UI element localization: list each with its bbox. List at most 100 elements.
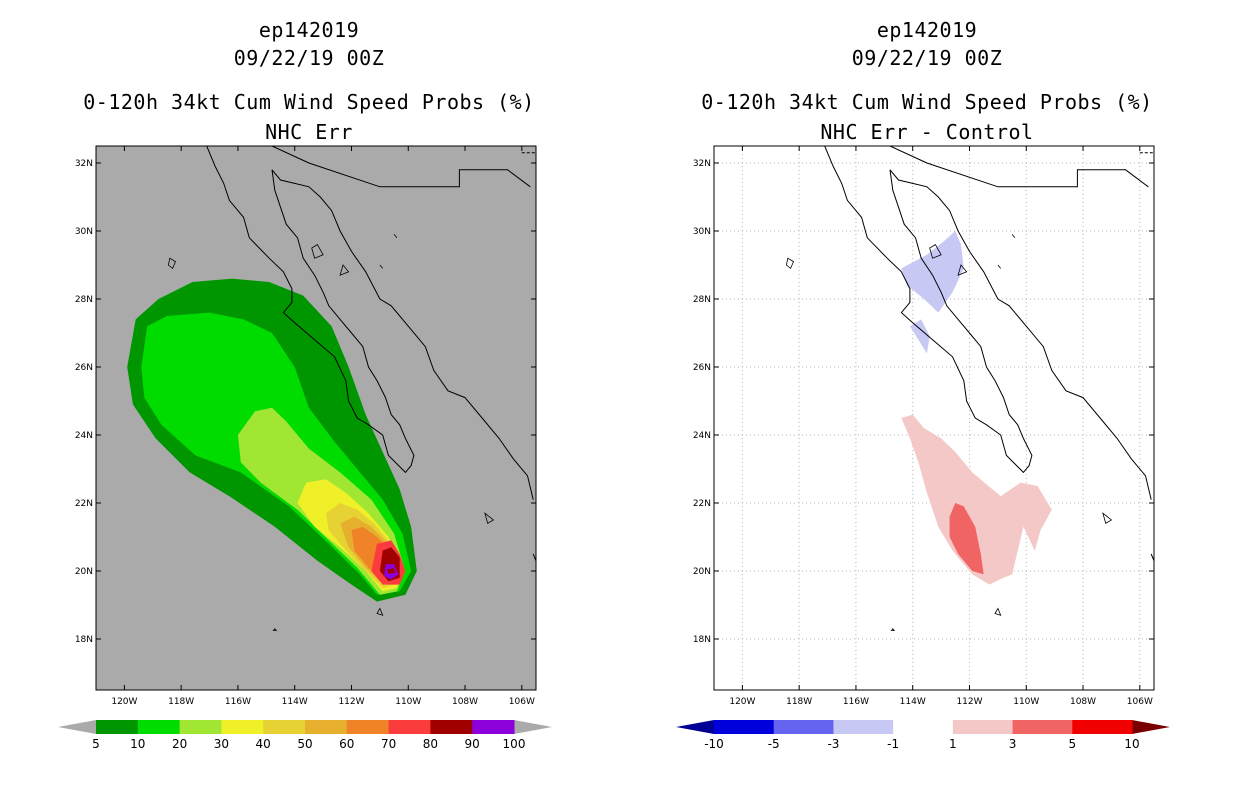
right-contour-3-3	[949, 503, 984, 575]
left-xtick-label-1: 118W	[168, 697, 194, 707]
left-coastline-2	[206, 146, 531, 188]
right-ytick-label-1: 20N	[693, 567, 711, 577]
right-coastline-0	[824, 146, 1033, 474]
left-island-4	[272, 628, 278, 631]
left-ytick-label-1: 20N	[75, 567, 93, 577]
right-xtick-label-2: 116W	[843, 697, 869, 707]
left-title-date: 09/22/19 00Z	[233, 46, 385, 70]
left-colorbar-label-9: 90	[465, 737, 480, 751]
right-island-1	[929, 244, 942, 259]
right-colorbar-swatch-4	[952, 720, 1014, 734]
right-colorbar-swatch-0	[714, 720, 775, 734]
left-colorbar-swatch-6	[346, 720, 390, 734]
right-contour--3-1	[909, 319, 930, 354]
right-colorbar-swatch-1	[773, 720, 834, 734]
left-xtick-label-2: 116W	[225, 697, 251, 707]
right-panel: ep142019 09/22/19 00Z 0-120h 34kt Cum Wi…	[618, 0, 1236, 800]
right-colorbar-label-6: 5	[1068, 737, 1076, 751]
right-xtick-label-4: 112W	[956, 697, 982, 707]
left-island-7	[379, 264, 384, 269]
right-contour--3-0	[901, 231, 964, 313]
left-island-3	[376, 607, 384, 616]
right-ytick-label-4: 26N	[693, 363, 711, 373]
right-colorbar-swatch-2	[833, 720, 894, 734]
right-coastline-2	[824, 146, 1149, 188]
right-contour-1-2	[901, 414, 1052, 585]
left-colorbar-label-7: 70	[381, 737, 396, 751]
right-difference-map: 120W 118W 116W 114W 112W 110W 108W 106W 18N 20N 22…	[676, 145, 1170, 751]
right-xtick-label-6: 108W	[1070, 697, 1096, 707]
right-island-3	[994, 607, 1002, 616]
left-colorbar-swatch-5	[305, 720, 348, 734]
right-ytick-label-7: 32N	[693, 159, 711, 169]
left-probability-map: 120W 118W 116W 114W 112W 110W 108W 106W 18N 20N 22…	[58, 145, 552, 751]
left-colorbar-swatch-4	[263, 720, 306, 734]
left-ytick-label-6: 30N	[75, 227, 93, 237]
left-colorbar-label-10: 100	[503, 737, 526, 751]
right-coastline-1	[889, 169, 1152, 500]
right-title-date: 09/22/19 00Z	[851, 46, 1003, 70]
left-colorbar-label-0: 5	[92, 737, 100, 751]
left-colorbar-label-1: 10	[130, 737, 145, 751]
left-ytick-label-2: 22N	[75, 499, 93, 509]
left-xtick-label-3: 114W	[282, 697, 308, 707]
left-colorbar-swatch-1	[137, 720, 181, 734]
right-colorbar-label-3: -1	[887, 737, 899, 751]
left-coastline-0	[206, 146, 415, 474]
left-colorbar-extend-low	[58, 720, 96, 734]
left-colorbar-swatch-0	[96, 720, 139, 734]
left-title-product: 0-120h 34kt Cum Wind Speed Probs (%)	[83, 90, 535, 114]
right-ytick-label-2: 22N	[693, 499, 711, 509]
left-ytick-label-4: 26N	[75, 363, 93, 373]
left-title-subtitle: NHC Err	[265, 120, 353, 144]
left-colorbar-label-5: 50	[297, 737, 312, 751]
left-colorbar-label-4: 40	[256, 737, 271, 751]
right-colorbar-label-2: -3	[827, 737, 839, 751]
left-xtick-label-5: 110W	[395, 697, 421, 707]
left-xtick-label-0: 120W	[111, 697, 137, 707]
right-xtick-label-5: 110W	[1013, 697, 1039, 707]
left-colorbar-swatch-7	[388, 720, 431, 734]
right-colorbar-label-1: -5	[768, 737, 780, 751]
right-plot-frame	[713, 145, 1155, 691]
left-ytick-label-7: 32N	[75, 159, 93, 169]
left-colorbar-swatch-8	[430, 720, 473, 734]
right-colorbar-extend-low	[676, 720, 714, 734]
left-island-6	[393, 234, 398, 239]
right-plot-area	[714, 146, 1154, 690]
right-island-4	[890, 628, 896, 631]
right-ytick-label-0: 18N	[693, 635, 711, 645]
left-island-1	[311, 244, 324, 259]
left-island-2	[339, 264, 350, 276]
right-colorbar-swatch-3	[893, 720, 954, 734]
left-title-storm: ep142019	[258, 18, 360, 42]
left-colorbar-label-6: 60	[339, 737, 354, 751]
right-colorbar-extend-high	[1132, 720, 1170, 734]
left-colorbar-label-2: 20	[172, 737, 187, 751]
right-xtick-label-7: 106W	[1127, 697, 1153, 707]
right-island-5	[1102, 512, 1113, 525]
right-island-2	[957, 264, 968, 276]
left-ytick-label-5: 28N	[75, 295, 93, 305]
right-xtick-label-3: 114W	[900, 697, 926, 707]
left-coastline-1	[271, 169, 534, 500]
left-xtick-label-4: 112W	[338, 697, 364, 707]
right-ytick-label-3: 24N	[693, 431, 711, 441]
left-ytick-label-0: 18N	[75, 635, 93, 645]
left-xtick-label-7: 106W	[509, 697, 535, 707]
right-colorbar-label-5: 3	[1009, 737, 1017, 751]
right-colorbar-label-4: 1	[949, 737, 957, 751]
right-xtick-label-0: 120W	[729, 697, 755, 707]
left-colorbar-label-3: 30	[214, 737, 229, 751]
right-xtick-label-1: 118W	[786, 697, 812, 707]
right-ytick-label-6: 30N	[693, 227, 711, 237]
left-island-0	[167, 257, 177, 270]
right-title-product: 0-120h 34kt Cum Wind Speed Probs (%)	[701, 90, 1153, 114]
right-colorbar-swatch-6	[1072, 720, 1133, 734]
left-panel: ep142019 09/22/19 00Z 0-120h 34kt Cum Wi…	[58, 18, 552, 751]
right-island-7	[997, 264, 1002, 269]
left-island-5	[484, 512, 495, 525]
left-colorbar-swatch-9	[472, 720, 515, 734]
right-colorbar-swatch-5	[1012, 720, 1073, 734]
left-colorbar-swatch-3	[221, 720, 264, 734]
